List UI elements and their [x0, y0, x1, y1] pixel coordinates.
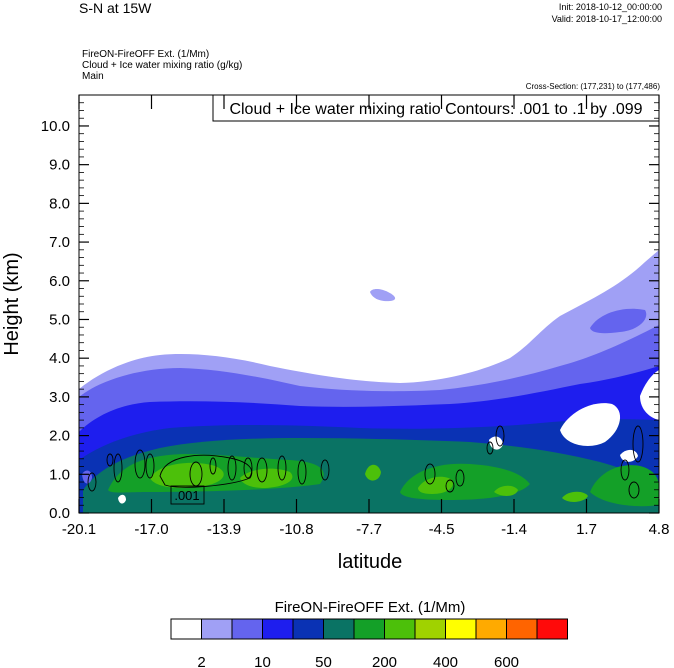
y-tick-label: 4.0 [49, 350, 70, 367]
time-info: Init: 2018-10-12_00:00:00 Valid: 2018-10… [552, 1, 662, 25]
colorbar-swatch [353, 618, 385, 640]
cross-section-label: Cross-Section: (177,231) to (177,486) [525, 82, 660, 91]
valid-time: Valid: 2018-10-17_12:00:00 [551, 14, 662, 24]
chart-title: S-N at 15W [79, 0, 152, 16]
y-axis: 0.0 1.0 2.0 3.0 4.0 5.0 6.0 7.0 8.0 9.0 10.0 [41, 102, 659, 522]
x-axis-label: latitude [338, 551, 403, 573]
x-tick-label: -20.1 [62, 521, 96, 538]
x-tick-label: -7.7 [356, 521, 382, 538]
colorbar-swatch [262, 618, 294, 640]
colorbar-swatch [445, 618, 477, 640]
y-tick-label: 7.0 [49, 234, 70, 251]
plot-fill [79, 250, 659, 513]
y-tick-label: 8.0 [49, 195, 70, 212]
colorbar-label: 600 [494, 654, 519, 668]
colorbar-label: 50 [315, 654, 332, 668]
colorbar-labels: 2 10 50 200 400 600 [197, 654, 519, 668]
colorbar-swatch [323, 618, 355, 640]
x-tick-label: -4.5 [429, 521, 455, 538]
colorbar-swatch [292, 618, 324, 640]
y-tick-label: 5.0 [49, 311, 70, 328]
colorbar-label: 2 [197, 654, 205, 668]
field-info: FireON-FireOFF Ext. (1/Mm) Cloud + Ice w… [82, 49, 242, 82]
contour-info-box: Cloud + Ice water mixing ratio Contours:… [212, 94, 660, 122]
x-tick-label: 4.8 [649, 521, 670, 538]
contour-inline-label: .001 [170, 485, 205, 505]
colorbar-label: 400 [433, 654, 458, 668]
colorbar-label: 200 [372, 654, 397, 668]
colorbar-swatch [231, 618, 263, 640]
field-extinction: FireON-FireOFF Ext. (1/Mm) [82, 49, 210, 60]
x-axis: -20.1 -17.0 -13.9 -10.8 -7.7 -4.5 -1.4 1.7 4.8 [62, 95, 670, 538]
y-tick-label: 6.0 [49, 273, 70, 290]
y-axis-label: Height (km) [1, 252, 23, 355]
colorbar-swatch [536, 618, 568, 640]
colorbar-swatch [506, 618, 538, 640]
y-tick-label: 3.0 [49, 389, 70, 406]
colorbar [170, 618, 568, 640]
colorbar-label: 10 [254, 654, 271, 668]
x-tick-label: 1.7 [576, 521, 597, 538]
field-cloud-ice: Cloud + Ice water mixing ratio (g/kg) [82, 60, 243, 71]
y-tick-label: 0.0 [49, 505, 70, 522]
colorbar-swatch [201, 618, 233, 640]
init-time: Init: 2018-10-12_00:00:00 [558, 2, 662, 12]
y-tick-label: 2.0 [49, 428, 70, 445]
y-tick-label: 10.0 [41, 118, 70, 135]
x-tick-label: -10.8 [279, 521, 313, 538]
colorbar-swatch [414, 618, 446, 640]
x-tick-label: -13.9 [207, 521, 241, 538]
colorbar-swatch [384, 618, 416, 640]
y-tick-label: 1.0 [49, 466, 70, 483]
x-tick-label: -17.0 [134, 521, 168, 538]
colorbar-title: FireON-FireOFF Ext. (1/Mm) [275, 599, 466, 616]
contour-inline-label-text: .001 [174, 488, 199, 503]
x-tick-label: -1.4 [501, 521, 527, 538]
contour-info-text: Cloud + Ice water mixing ratio Contours:… [229, 101, 642, 118]
colorbar-swatch [475, 618, 507, 640]
colorbar-swatch [170, 618, 202, 640]
y-tick-label: 9.0 [49, 157, 70, 174]
field-main: Main [82, 71, 104, 82]
